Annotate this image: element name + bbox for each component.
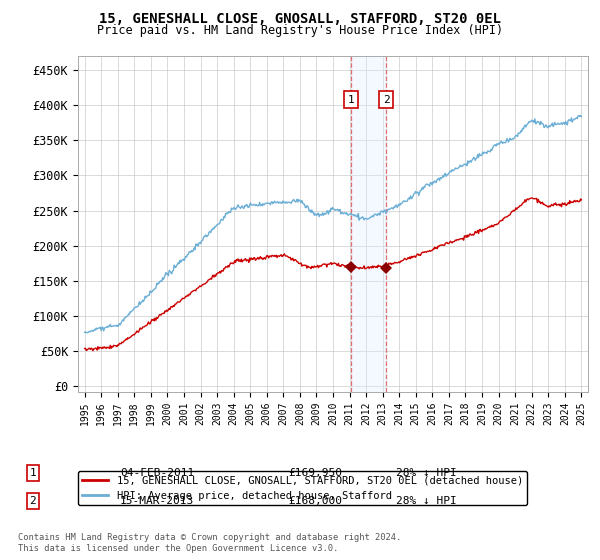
Text: 28% ↓ HPI: 28% ↓ HPI bbox=[396, 468, 457, 478]
Text: 2: 2 bbox=[29, 496, 37, 506]
Text: £168,000: £168,000 bbox=[288, 496, 342, 506]
Text: 15-MAR-2013: 15-MAR-2013 bbox=[120, 496, 194, 506]
Legend: 15, GENESHALL CLOSE, GNOSALL, STAFFORD, ST20 0EL (detached house), HPI: Average : 15, GENESHALL CLOSE, GNOSALL, STAFFORD, … bbox=[78, 471, 527, 505]
Text: Price paid vs. HM Land Registry's House Price Index (HPI): Price paid vs. HM Land Registry's House … bbox=[97, 24, 503, 37]
Text: 1: 1 bbox=[347, 95, 355, 105]
Text: 15, GENESHALL CLOSE, GNOSALL, STAFFORD, ST20 0EL: 15, GENESHALL CLOSE, GNOSALL, STAFFORD, … bbox=[99, 12, 501, 26]
Text: 04-FEB-2011: 04-FEB-2011 bbox=[120, 468, 194, 478]
Text: 28% ↓ HPI: 28% ↓ HPI bbox=[396, 496, 457, 506]
Text: £169,950: £169,950 bbox=[288, 468, 342, 478]
Text: 2: 2 bbox=[383, 95, 389, 105]
Text: Contains HM Land Registry data © Crown copyright and database right 2024.
This d: Contains HM Land Registry data © Crown c… bbox=[18, 533, 401, 553]
Text: 1: 1 bbox=[29, 468, 37, 478]
Bar bbox=[351, 56, 386, 392]
